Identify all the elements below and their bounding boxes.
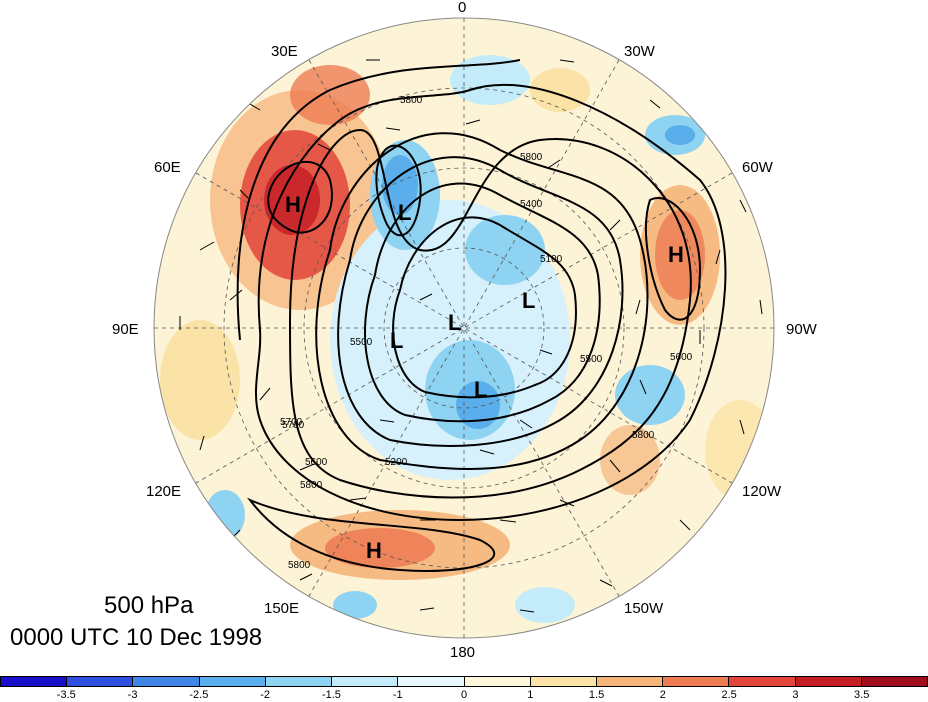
low-center-label: L bbox=[398, 200, 411, 225]
low-center-label: L bbox=[390, 328, 403, 353]
height-contours bbox=[236, 59, 727, 572]
low-center-label: L bbox=[474, 377, 487, 402]
colorbar-tick-label: 2 bbox=[659, 689, 666, 701]
lon-label-60w: 60W bbox=[742, 159, 774, 176]
colorbar-box bbox=[530, 677, 597, 686]
high-center-label: H bbox=[668, 242, 684, 267]
colorbar-box bbox=[265, 677, 333, 686]
contour-label: 5100 bbox=[540, 254, 563, 265]
lon-label-120w: 120W bbox=[742, 483, 782, 500]
contour-label: 5500 bbox=[580, 354, 603, 365]
lon-label-180: 180 bbox=[450, 644, 475, 661]
contour-label: 5800 bbox=[300, 480, 323, 491]
colorbar-tick-label: -3.5 bbox=[56, 689, 76, 701]
contour-label: 5800 bbox=[288, 560, 311, 571]
colorbar-box bbox=[795, 677, 862, 686]
colorbar-box bbox=[199, 677, 266, 686]
contour-label: 5700 bbox=[280, 417, 303, 428]
colorbar-box bbox=[596, 677, 664, 686]
colorbar-box bbox=[464, 677, 531, 686]
colorbar-tick-label: -1.5 bbox=[321, 689, 341, 701]
lon-label-0: 0 bbox=[458, 0, 466, 16]
contour-label: 5500 bbox=[350, 337, 373, 348]
contour-label: 5600 bbox=[305, 457, 328, 468]
colorbar-tick-label: 1 bbox=[527, 689, 534, 701]
pressure-centers: H L L L L L H H bbox=[285, 192, 684, 563]
colorbar-tick-label: 0 bbox=[460, 689, 468, 701]
colorbar-box bbox=[332, 677, 399, 686]
colorbar: -3.5 -3 -2.5 -2 -1.5 -1 0 1 1.5 2 2.5 3 3.5 bbox=[0, 676, 928, 702]
low-center-label: L bbox=[522, 288, 535, 313]
contour-label: 5800 bbox=[632, 430, 655, 441]
contour-label: 5600 bbox=[670, 352, 693, 363]
colorbar-tick-label: 1.5 bbox=[588, 689, 605, 701]
colorbar-tick-label: -2.5 bbox=[189, 689, 209, 701]
colorbar-box bbox=[729, 677, 796, 686]
anomaly-fill bbox=[154, 18, 774, 638]
high-center-label: H bbox=[366, 538, 382, 563]
contour-label: 5800 bbox=[520, 152, 543, 163]
colorbar-tick-label: -2 bbox=[260, 689, 271, 701]
colorbar-box bbox=[398, 677, 465, 686]
valid-time-title: 0000 UTC 10 Dec 1998 bbox=[10, 624, 263, 651]
contour-label: 5800 bbox=[400, 95, 423, 106]
contour-label: 5200 bbox=[385, 457, 408, 468]
colorbar-tick-label: -1 bbox=[392, 689, 403, 701]
lon-label-150w: 150W bbox=[624, 600, 664, 617]
contour-label-group: 5800 5800 5400 5100 5500 5500 5700 5200 … bbox=[280, 95, 693, 571]
high-center-label: H bbox=[285, 192, 301, 217]
contour-label: 5700 bbox=[282, 420, 305, 431]
lon-label-90w: 90W bbox=[786, 321, 818, 338]
wind-barbs bbox=[179, 59, 763, 613]
colorbar-tick-label: 3 bbox=[792, 689, 799, 701]
colorbar-box bbox=[133, 677, 200, 686]
lon-label-90e: 90E bbox=[112, 321, 139, 338]
colorbar-box bbox=[1, 677, 68, 686]
colorbar-box bbox=[663, 677, 730, 686]
low-center-label: L bbox=[448, 310, 461, 335]
polar-map: 5800 5800 5400 5100 5500 5500 5700 5200 … bbox=[112, 0, 818, 661]
lon-label-120e: 120E bbox=[146, 483, 181, 500]
longitude-labels: 0 30W 60W 90W 120W 150W 180 150E 120E 90… bbox=[112, 0, 818, 661]
colorbar-box bbox=[67, 677, 134, 686]
colorbar-boxes bbox=[0, 676, 928, 687]
colorbar-tick-label: 3.5 bbox=[854, 689, 870, 701]
lon-label-30e: 30E bbox=[271, 43, 298, 60]
contour-label: 5400 bbox=[520, 199, 543, 210]
colorbar-tick-label: -3 bbox=[127, 689, 138, 701]
map-boundary bbox=[153, 17, 775, 639]
colorbar-box bbox=[861, 677, 928, 686]
lon-label-30w: 30W bbox=[624, 43, 656, 60]
pressure-level-title: 500 hPa bbox=[104, 592, 194, 619]
lon-label-150e: 150E bbox=[264, 600, 299, 617]
colorbar-tick-label: 2.5 bbox=[721, 689, 737, 701]
lon-label-60e: 60E bbox=[154, 159, 181, 176]
